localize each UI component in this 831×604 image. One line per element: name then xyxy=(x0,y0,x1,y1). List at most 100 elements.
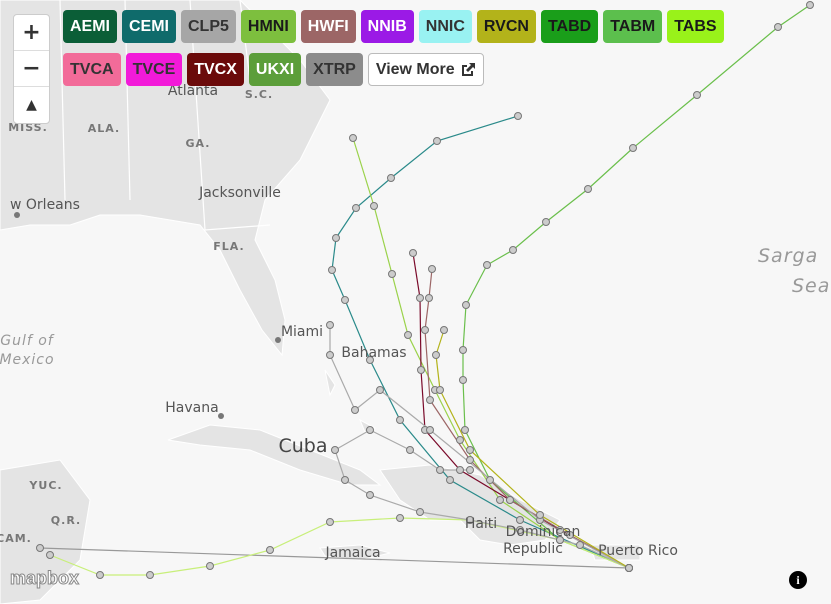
water-label: Mexico xyxy=(0,352,55,368)
track-point xyxy=(46,551,54,559)
place-label: FLA. xyxy=(213,240,244,253)
model-toggle[interactable]: UKXI xyxy=(248,53,302,86)
place-label: YUC. xyxy=(28,479,62,492)
model-toggle[interactable]: CLP5 xyxy=(181,10,236,43)
track-point xyxy=(514,112,522,120)
track-point xyxy=(352,204,360,212)
track-point xyxy=(421,326,429,334)
model-toggle[interactable]: TABD xyxy=(540,10,599,43)
track-point xyxy=(328,266,336,274)
track-point xyxy=(436,466,444,474)
track-point xyxy=(326,518,334,526)
track-point xyxy=(426,396,434,404)
land xyxy=(0,0,641,604)
track-point xyxy=(417,366,425,374)
track-point xyxy=(376,386,384,394)
track-point xyxy=(433,137,441,145)
city-dot xyxy=(218,413,224,419)
model-buttons: AEMI CEMI CLP5 HMNI HWFI NNIB NNIC RVCN TABD TABM… xyxy=(63,10,779,86)
track-point xyxy=(693,91,701,99)
track-point xyxy=(36,544,44,552)
track-point xyxy=(625,564,633,572)
track-point xyxy=(351,406,359,414)
track-point xyxy=(428,265,436,273)
place-label: GA. xyxy=(186,137,211,150)
place-label: Havana xyxy=(165,400,218,416)
attribution-logo[interactable]: mapbox xyxy=(9,568,80,589)
track-point xyxy=(446,476,454,484)
model-toggle[interactable]: NNIB xyxy=(360,10,414,43)
track-point xyxy=(341,476,349,484)
track-point xyxy=(388,270,396,278)
model-toggle[interactable]: AEMI xyxy=(63,10,117,43)
model-toggle[interactable]: CEMI xyxy=(122,10,176,43)
model-toggle[interactable]: HWFI xyxy=(300,10,356,43)
place-label: Q.R. xyxy=(51,514,81,527)
track-point xyxy=(466,466,474,474)
track-point xyxy=(406,446,414,454)
place-label: w Orleans xyxy=(10,197,80,213)
track-point xyxy=(516,526,524,534)
track-point xyxy=(366,356,374,364)
track-point xyxy=(426,426,434,434)
track-point xyxy=(436,386,444,394)
model-toggle[interactable]: RVCN xyxy=(476,10,536,43)
track-point xyxy=(425,294,433,302)
track-point xyxy=(331,446,339,454)
track-point xyxy=(806,1,814,9)
model-toggle[interactable]: TVCA xyxy=(63,53,121,86)
info-button[interactable]: i xyxy=(789,571,807,589)
track-point xyxy=(396,416,404,424)
track-point xyxy=(509,246,517,254)
track-point xyxy=(556,526,564,534)
place-label: Puerto Rico xyxy=(598,543,678,559)
zoom-out[interactable]: − xyxy=(14,51,49,87)
track-point xyxy=(370,202,378,210)
track-point xyxy=(206,562,214,570)
track-point xyxy=(466,456,474,464)
model-toggle[interactable]: TABM xyxy=(603,10,663,43)
zoom-in[interactable]: + xyxy=(14,15,49,51)
place-label: Dominican xyxy=(506,524,581,540)
model-toggle[interactable]: TVCX xyxy=(187,53,244,86)
track-point xyxy=(387,174,395,182)
place-label: MISS. xyxy=(8,121,48,134)
external-link-icon xyxy=(461,62,475,76)
track-point xyxy=(456,466,464,474)
compass[interactable]: ▲ xyxy=(26,97,37,113)
track-points xyxy=(36,1,814,579)
model-toggle[interactable]: HMNI xyxy=(240,10,296,43)
track-point xyxy=(536,511,544,519)
track-point xyxy=(409,249,417,257)
track-point xyxy=(349,134,357,142)
track-point xyxy=(416,294,424,302)
track-point xyxy=(496,496,504,504)
water-label: Sarga xyxy=(758,245,818,267)
track-point xyxy=(566,531,574,539)
track-point xyxy=(774,23,782,31)
place-label: CAM. xyxy=(0,532,32,545)
place-label: Republic xyxy=(503,541,563,557)
track-point xyxy=(506,496,514,504)
model-toggle[interactable]: XTRP xyxy=(306,53,363,86)
track-point xyxy=(584,185,592,193)
place-label: Jacksonville xyxy=(198,185,281,201)
track-point xyxy=(326,351,334,359)
view-more-button[interactable]: View More xyxy=(367,53,484,86)
track-point xyxy=(341,296,349,304)
track-point xyxy=(459,376,467,384)
track-point xyxy=(366,491,374,499)
model-toggle[interactable]: TABS xyxy=(667,10,724,43)
track-point xyxy=(576,541,584,549)
track-point xyxy=(466,516,474,524)
track-point xyxy=(326,321,334,329)
place-label: Atlanta xyxy=(168,83,218,99)
model-toggle[interactable]: TVCE xyxy=(125,53,183,86)
track-point xyxy=(462,301,470,309)
button-label: View More xyxy=(375,60,455,78)
city-dot xyxy=(275,337,281,343)
track-point xyxy=(459,346,467,354)
model-toggle[interactable]: NNIC xyxy=(418,10,472,43)
